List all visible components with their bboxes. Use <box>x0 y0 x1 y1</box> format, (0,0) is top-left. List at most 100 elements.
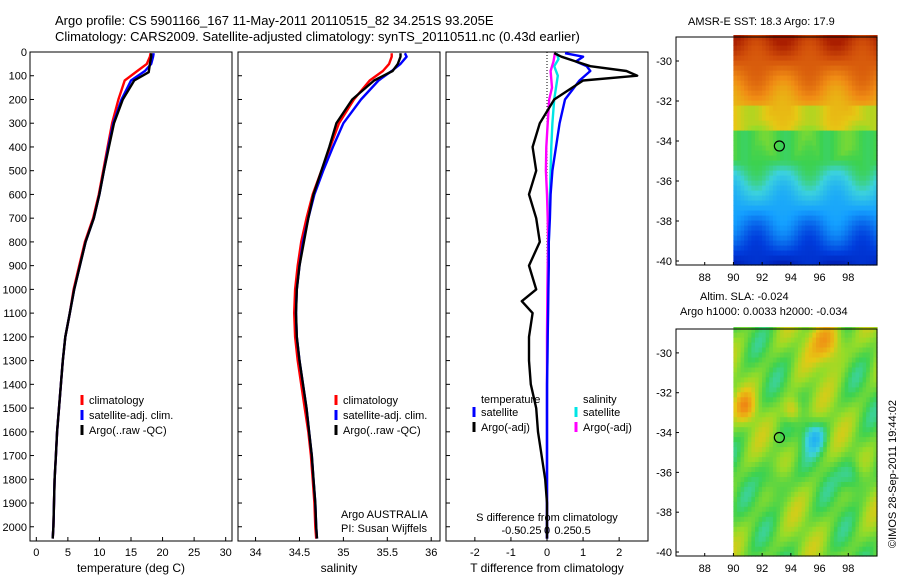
sst_map-cell <box>762 70 767 76</box>
sst_map-ytick-label: -32 <box>656 96 672 108</box>
sst_map-cell <box>755 45 760 51</box>
sla_map-cell <box>830 536 835 542</box>
sst_map-cell <box>740 240 745 246</box>
sst_map-cell <box>747 60 752 66</box>
sst_map-cell <box>798 185 803 191</box>
sst_map-cell <box>751 145 756 151</box>
sla_map-cell <box>819 386 824 393</box>
sst_map-cell <box>787 50 792 56</box>
sst_map-cell <box>747 150 752 156</box>
sst_map-cell <box>844 85 849 91</box>
sst_map-cell <box>758 165 763 171</box>
sla_map-cell <box>873 496 878 502</box>
sla_map-cell <box>783 546 788 552</box>
sla_map-cell <box>851 526 857 532</box>
sla-map-title-2: Argo h1000: 0.0033 h2000: -0.034 <box>680 306 848 318</box>
sst_map-cell <box>848 225 853 231</box>
sla_map-cell <box>769 476 774 482</box>
sst_map-cell <box>780 205 785 211</box>
sla_map-cell <box>772 381 778 388</box>
sst_map-cell <box>794 165 799 171</box>
sla_map-cell <box>776 401 781 408</box>
sst_map-cell <box>805 190 810 196</box>
sst_map-cell <box>859 95 864 101</box>
sla_map-cell <box>823 371 828 378</box>
sla_map-cell <box>851 366 857 373</box>
sst_map-cell <box>869 70 874 76</box>
sla_map-cell <box>848 366 853 373</box>
sst_map-cell <box>762 95 767 101</box>
sla_map-cell <box>819 496 824 502</box>
sla_map-cell <box>740 526 745 532</box>
sst_map-cell <box>855 55 860 61</box>
sst_map-cell <box>844 180 849 186</box>
sst_map-cell <box>844 80 849 86</box>
sla_map-cell <box>733 496 738 502</box>
sla_map-cell <box>733 471 738 477</box>
sla_map-cell <box>780 471 785 477</box>
sla_map-cell <box>855 416 860 423</box>
sla_map-cell <box>733 411 738 418</box>
sla_map-cell <box>755 356 760 363</box>
sst_map-cell <box>776 90 781 96</box>
sst_map-cell <box>801 210 806 216</box>
sla_map-cell <box>823 332 828 338</box>
sla_map-cell <box>751 536 756 542</box>
sla_map-cell <box>862 371 867 378</box>
sst_map-cell <box>869 125 874 131</box>
sla_map-cell <box>851 501 857 507</box>
sst_map-cell <box>873 65 878 71</box>
sst_map-cell <box>837 75 842 81</box>
sla_map-cell <box>794 476 799 482</box>
sst_map-cell <box>869 40 874 46</box>
sla_map-cell <box>816 481 821 487</box>
sla_map-cell <box>819 431 824 438</box>
sla_map-cell <box>862 341 867 348</box>
sla_map-cell <box>776 396 781 403</box>
sst_map-cell <box>855 165 860 171</box>
sst_map-cell <box>826 160 831 166</box>
sst_map-cell <box>790 215 796 221</box>
sla_map-cell <box>751 327 756 333</box>
sst_map-cell <box>812 45 817 51</box>
sla_map-cell <box>859 346 864 353</box>
sst_map-cell <box>790 195 796 201</box>
sla_map-ytick-label: -32 <box>656 388 672 400</box>
sst_map-cell <box>859 230 864 236</box>
sst_map-cell <box>848 70 853 76</box>
sst_map-cell <box>873 155 878 161</box>
sla_map-cell <box>783 436 788 443</box>
sla_map-cell <box>830 471 835 477</box>
sla_map-cell <box>848 541 853 547</box>
sla_map-cell <box>869 341 874 348</box>
sst_map-cell <box>844 40 849 46</box>
sst_map-cell <box>805 145 810 151</box>
sla_map-cell <box>740 327 745 333</box>
sst_map-cell <box>844 65 849 71</box>
sst_map-cell <box>851 75 857 81</box>
sst_map-cell <box>848 145 853 151</box>
sst_map-cell <box>798 165 803 171</box>
sla_map-cell <box>765 521 770 527</box>
sst_map-cell <box>851 210 857 216</box>
sst_map-cell <box>873 165 878 171</box>
sla_map-cell <box>816 401 821 408</box>
sla_map-cell <box>740 541 745 547</box>
sla_map-cell <box>859 361 864 368</box>
sla_map-cell <box>801 346 806 353</box>
sst_map-cell <box>740 130 745 136</box>
sla_map-cell <box>851 346 857 353</box>
sla_map-cell <box>851 361 857 368</box>
sst_map-cell <box>844 75 849 81</box>
sst_map-cell <box>837 40 842 46</box>
sla_map-cell <box>837 516 842 522</box>
sla_map-cell <box>755 531 760 537</box>
sla_map-cell <box>787 456 792 462</box>
sst_map-cell <box>862 210 867 216</box>
sla_map-cell <box>826 486 831 492</box>
sst_map-cell <box>772 80 778 86</box>
sst_map-cell <box>787 45 792 51</box>
sla_map-cell <box>744 511 749 517</box>
sla_map-cell <box>801 506 806 512</box>
sst_map-cell <box>869 115 874 121</box>
